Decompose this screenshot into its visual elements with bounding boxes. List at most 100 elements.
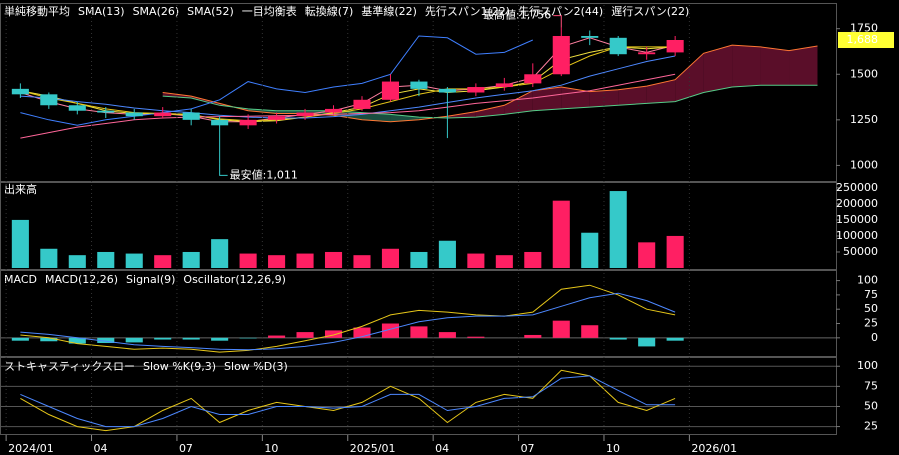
annotation-leader [553,15,562,28]
volume-bar [125,253,143,268]
volume-bar [40,248,58,268]
candle-body [666,40,684,53]
oscillator-bar [154,337,172,340]
volume-bar [666,235,684,268]
candle-body [467,87,485,93]
candle-body [68,105,86,111]
volume-bar [438,240,456,268]
annotation-leader [219,163,228,176]
y-tick-label: 150000 [836,213,878,226]
x-tick-label: 2026/01 [691,442,737,455]
oscillator-bar [125,337,143,343]
indicator-line [20,375,676,428]
oscillator-bar [353,327,371,338]
legend-label: 転換線(7) [305,4,354,18]
x-tick-label: 2024/01 [8,442,54,455]
x-tick-label: 10 [264,442,278,455]
legend-label: Slow %K(9,3) [143,360,216,373]
ichimoku-line [162,44,818,123]
y-tick-label: 0 [871,331,878,344]
candle-body [268,116,286,120]
price-panel [0,3,837,182]
x-tick-label: 2025/01 [350,442,396,455]
y-tick-label: 100 [857,359,878,372]
cloud [532,87,562,111]
volume-bar [268,255,286,268]
candle-body [296,112,314,117]
oscillator-bar [182,337,200,340]
plot-area [1,365,836,432]
volume-bar [524,251,542,268]
volume-bar [495,255,513,268]
oscillator-bar [68,337,86,344]
last-price-box [838,32,894,48]
y-tick-label: 50000 [843,245,878,258]
oscillator-bar [296,332,314,338]
volume-bar [381,248,399,268]
volume-bar [581,232,599,268]
volume-bar [182,251,200,268]
y-tick-label: 200000 [836,197,878,210]
candle-body [154,112,172,117]
y-tick-label: 75 [864,288,878,301]
x-tick-label: 07 [521,442,535,455]
oscillator-bar [211,337,229,341]
plot-area [11,191,684,268]
candle-body [239,119,257,126]
plot-area [1,284,836,353]
y-tick-label: 250000 [836,181,878,194]
oscillator-bar [524,334,542,338]
candle-body [410,81,428,89]
volume-bar [211,239,229,268]
x-tick-label: 07 [179,442,193,455]
candle-body [11,88,29,95]
candle-body [495,83,513,88]
legend-label: MACD [4,273,37,286]
cloud [589,89,619,108]
oscillator-bar [268,335,286,338]
volume-bar [11,219,29,268]
volume-bar [410,251,428,268]
legend-label: ストキャスティックスロー [4,360,135,373]
volume-bar [467,253,485,268]
indicator-line [20,369,676,432]
y-tick-label: 100 [857,274,878,287]
cloud [561,87,590,109]
volume-bar [353,255,371,268]
candle-body [97,110,115,113]
y-tick-label: 1500 [850,67,878,80]
oscillator-bar [552,320,570,338]
candle-body [438,88,456,93]
y-tick-label: 25 [864,420,878,433]
cloud [732,45,761,88]
macd-panel [0,270,837,357]
legend-label: 先行スパン2(44) [518,5,603,18]
last-price-label: 1,688 [847,33,879,46]
oscillator-bar [40,337,58,342]
legend-label: 基準線(22) [361,4,417,18]
candle-body [125,112,143,117]
plot-area [11,27,818,164]
volume-bar [324,251,343,268]
legend-label: 一目均衡表 [242,4,297,18]
sma-line [20,55,676,119]
cloud [703,45,733,93]
cloud [646,79,676,104]
legend-label: 先行スパン1(22) [425,5,510,18]
stochastic-panel [0,357,837,435]
volume-bar [296,253,314,268]
oscillator-bar [381,323,399,338]
ichimoku-line [20,35,533,126]
candle-body [638,52,656,55]
cloud [618,86,647,106]
x-tick-label: 04 [435,442,449,455]
candle-body [353,99,371,109]
cloud [504,90,533,115]
oscillator-bar [638,337,656,347]
annotation: 最高値:1,756 [483,8,551,22]
oscillator-bar [97,337,115,343]
legend-label: 遅行スパン(22) [611,5,689,18]
indicator-line [20,284,676,353]
legend-label: 出来高 [4,182,37,196]
